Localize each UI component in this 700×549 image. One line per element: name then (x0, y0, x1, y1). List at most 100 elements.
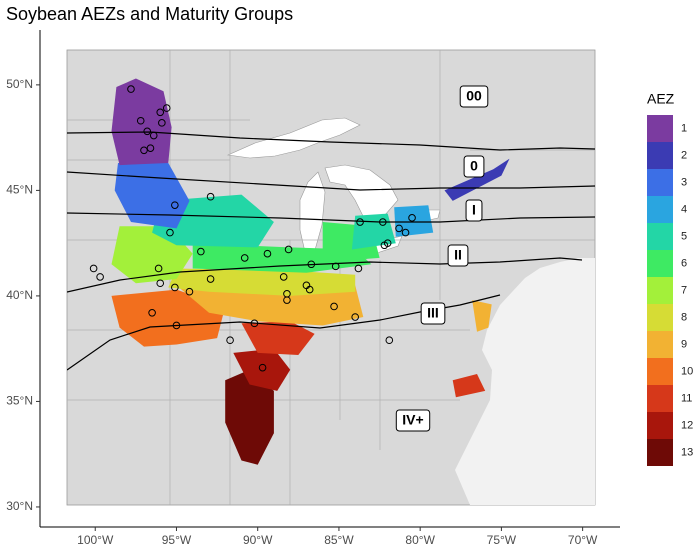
site-point (166, 228, 174, 237)
site-point (185, 287, 194, 296)
site-point (197, 247, 205, 256)
x-tick-label: 75°W (487, 533, 517, 547)
zones (111, 78, 510, 465)
legend-swatch (647, 439, 673, 466)
site-point (351, 313, 359, 321)
legend-label: 1 (681, 122, 687, 134)
x-tick-label: 80°W (405, 533, 435, 547)
legend-label: 8 (681, 311, 687, 323)
site-point (127, 85, 135, 93)
zone-region (111, 78, 172, 166)
site-point (240, 254, 249, 262)
site-point (307, 260, 316, 269)
zone-region (444, 158, 510, 201)
site-point (172, 321, 181, 330)
site-point (162, 104, 171, 112)
maturity-label-box (465, 199, 483, 222)
site-point (330, 302, 338, 311)
site-point (356, 218, 364, 226)
site-point (279, 273, 288, 281)
site-point (156, 108, 165, 117)
legend-swatch (647, 196, 673, 223)
x-tick-label: 90°W (243, 533, 273, 547)
x-tick-label: 100°W (77, 533, 114, 547)
legend-swatch (647, 250, 673, 277)
maturity-label: I (472, 202, 476, 218)
y-tick-label: 50°N (6, 77, 33, 91)
site-point (143, 127, 152, 136)
maturity-label-box (463, 155, 485, 178)
legend-label: 10 (681, 365, 693, 377)
site-point (136, 116, 145, 125)
site-point (206, 192, 215, 201)
legend-label: 4 (681, 203, 687, 215)
site-point (206, 275, 215, 283)
site-point (148, 308, 156, 317)
legend-swatch (647, 115, 673, 142)
y-tick-label: 35°N (6, 394, 33, 408)
legend-label: 11 (681, 392, 692, 404)
maturity-label: IV+ (402, 412, 423, 428)
zone-region (114, 163, 190, 229)
zone-region (111, 289, 226, 347)
maturity-label: 00 (466, 88, 482, 104)
x-tick-label: 85°W (324, 533, 354, 547)
maturity-lines (67, 131, 595, 371)
legend-swatch (647, 223, 673, 250)
site-point (283, 296, 291, 304)
legend-swatch (647, 304, 673, 331)
y-tick-label: 45°N (6, 183, 33, 197)
legend-label: 13 (681, 446, 693, 458)
legend-label: 7 (681, 284, 687, 296)
maturity-label-box (459, 85, 489, 108)
site-point (149, 131, 158, 140)
site-point (96, 273, 104, 281)
site-point (401, 228, 410, 237)
site-point (408, 214, 416, 222)
site-point (250, 319, 259, 328)
maturity-label: III (427, 305, 439, 321)
ocean (455, 258, 595, 505)
legend-swatch (647, 358, 673, 385)
x-tick-label: 70°W (568, 533, 598, 547)
legend-label: 6 (681, 257, 687, 269)
maturity-label: II (454, 247, 462, 263)
site-point (146, 144, 155, 152)
site-point (140, 146, 148, 155)
zone-region (233, 348, 291, 391)
zone-region (168, 268, 356, 296)
site-point (158, 119, 166, 127)
y-tick-label: 40°N (6, 288, 33, 302)
site-point (385, 336, 394, 345)
site-point (383, 239, 392, 247)
y-tick-label: 30°N (6, 499, 33, 513)
legend-swatch (647, 169, 673, 196)
legend-label: 5 (681, 230, 687, 242)
site-point (379, 218, 387, 226)
legend-swatch (647, 331, 673, 358)
site-point (154, 264, 163, 273)
site-point (395, 224, 403, 233)
legend-swatch (647, 385, 673, 412)
zone-region (472, 300, 492, 332)
legend-label: 12 (681, 419, 693, 431)
site-point (305, 285, 314, 294)
site-point (171, 201, 179, 209)
zone-region (452, 374, 486, 398)
maturity-label-box (447, 244, 469, 267)
sites (89, 85, 416, 372)
zone-region (225, 369, 274, 465)
site-point (258, 363, 267, 372)
legend-label: 2 (681, 149, 687, 161)
legend-swatch (647, 142, 673, 169)
maturity-label: 0 (470, 158, 478, 174)
site-point (171, 283, 179, 292)
legend-label: 9 (681, 338, 687, 350)
site-point (331, 262, 340, 271)
maturity-label-box (420, 302, 446, 325)
site-point (226, 336, 234, 345)
legend-label: 3 (681, 176, 687, 188)
